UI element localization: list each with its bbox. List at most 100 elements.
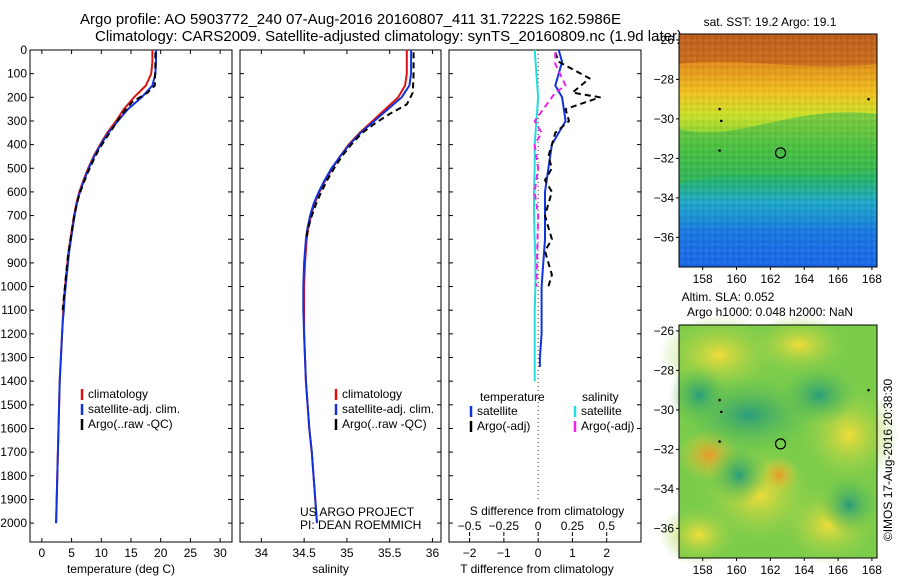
x-axis-label: T difference from climatology xyxy=(460,562,614,576)
x-tick-label: 20 xyxy=(154,546,168,560)
y-tick-label: 100 xyxy=(7,67,27,81)
y-tick-label: 600 xyxy=(7,185,27,199)
legend-header-temperature: temperature xyxy=(480,390,545,404)
sla-map: 158 160 162 164 166 168 −26 −28 −30 −32 −34 −36 Alti… xyxy=(654,290,899,577)
legend-header-salinity: salinity xyxy=(582,390,619,404)
x-axis-label: temperature (deg C) xyxy=(67,562,175,576)
y-tick-label: 1400 xyxy=(0,374,27,388)
sst-map: 158 160 162 164 166 168 −26 −28 −30 −32 −34 −36 sat.… xyxy=(654,15,883,286)
salinity-profile-panel: 34 34.5 35 35.5 36 salinity climatologysatelli… xyxy=(239,49,442,576)
lat-tick-label: −34 xyxy=(654,191,675,205)
series-line-t-satellite xyxy=(538,49,567,367)
y-tick-label: 1100 xyxy=(1,303,27,317)
page-title-line-2: Climatology: CARS2009. Satellite-adjuste… xyxy=(95,28,682,45)
lon-tick-label: 162 xyxy=(760,272,780,286)
x-tick-label: 35 xyxy=(340,546,354,560)
lat-tick-label: −36 xyxy=(654,230,675,244)
sla-anomaly-teal xyxy=(669,365,729,425)
y-tick-label: 900 xyxy=(7,256,27,270)
lon-tick-label: 160 xyxy=(727,563,747,577)
series-line-satellite-adj-clim- xyxy=(302,50,413,524)
x-tick-label: 0 xyxy=(39,546,46,560)
lon-tick-label: 164 xyxy=(794,563,814,577)
nearby-float-dot xyxy=(720,119,723,123)
lat-tick-label: −30 xyxy=(654,112,675,126)
x-tick-label: 25 xyxy=(184,546,198,560)
y-tick-label: 500 xyxy=(7,161,27,175)
difference-profile-panel: −2 −1 0 1 2 T difference from climatology −0.5… xyxy=(448,49,642,576)
y-tick-label: 1700 xyxy=(0,445,27,459)
nearby-float-dot xyxy=(718,107,721,111)
x-tick-label: 15 xyxy=(124,546,138,560)
x-axis-label: salinity xyxy=(312,562,349,576)
map-title-line2: Argo h1000: 0.048 h2000: NaN xyxy=(687,305,853,319)
lat-tick-label: −28 xyxy=(654,72,675,86)
lon-tick-label: 168 xyxy=(862,272,882,286)
x-tick-label: 34 xyxy=(255,546,269,560)
lat-tick-label: −34 xyxy=(654,482,675,496)
lon-tick-label: 160 xyxy=(727,272,747,286)
legend-label: Argo(-adj) xyxy=(477,419,530,433)
lon-tick-label: 158 xyxy=(693,272,713,286)
lat-tick-label: −28 xyxy=(654,363,675,377)
x-top-tick-label: −0.25 xyxy=(489,519,520,533)
y-tick-label: 400 xyxy=(7,138,27,152)
y-tick-label: 700 xyxy=(7,209,27,223)
nearby-float-dot xyxy=(718,149,721,152)
y-tick-label: 300 xyxy=(7,114,27,128)
lat-tick-label: −36 xyxy=(654,521,675,535)
x-tick-label: 34.5 xyxy=(292,546,316,560)
x-top-axis-label: S difference from climatology xyxy=(470,504,625,518)
profile-location-marker xyxy=(774,147,787,159)
lon-tick-label: 166 xyxy=(828,272,848,286)
x-top-tick-label: 0 xyxy=(535,519,542,533)
lon-tick-label: 164 xyxy=(794,272,814,286)
map-frame xyxy=(678,33,878,268)
y-tick-label: 1900 xyxy=(0,492,27,506)
profile-location-marker xyxy=(774,438,787,450)
nearby-float-dot xyxy=(867,97,870,101)
nearby-float-dot xyxy=(720,410,723,414)
sst-texture xyxy=(679,34,877,267)
map-frame xyxy=(678,324,878,559)
y-tick-label: 0 xyxy=(20,43,27,57)
lat-tick-label: −30 xyxy=(654,403,675,417)
y-tick-label: 1000 xyxy=(0,280,27,294)
y-tick-label: 1800 xyxy=(0,469,27,483)
lat-tick-label: −32 xyxy=(654,442,675,456)
lon-tick-label: 166 xyxy=(828,563,848,577)
y-tick-label: 1600 xyxy=(0,421,27,435)
credit-text: ©IMOS 17-Aug-2016 20:38:30 xyxy=(881,379,895,542)
sla-anomaly-teal xyxy=(709,445,769,505)
legend-label: satellite xyxy=(477,404,518,418)
lon-tick-label: 162 xyxy=(760,563,780,577)
series-line-satellite-adj-clim- xyxy=(55,50,157,524)
series-line-argo-raw-qc- xyxy=(61,52,157,311)
y-tick-label: 1200 xyxy=(0,327,27,341)
legend-label: satellite xyxy=(581,404,622,418)
series-line-s-satellite xyxy=(533,49,540,382)
series-line-argo-raw-qc- xyxy=(304,52,415,240)
x-top-tick-label: 0.25 xyxy=(561,519,585,533)
nearby-float-dot xyxy=(718,398,721,402)
sla-anomaly-orange xyxy=(759,457,799,493)
lat-tick-label: −26 xyxy=(654,324,675,338)
nearby-float-dot xyxy=(867,388,870,392)
y-tick-label: 1500 xyxy=(0,398,27,412)
x-tick-label: −1 xyxy=(497,546,511,560)
x-tick-label: 0 xyxy=(535,546,542,560)
lat-tick-label: −26 xyxy=(654,33,675,47)
map-title: sat. SST: 19.2 Argo: 19.1 xyxy=(704,15,837,29)
legend-label: Argo(-adj) xyxy=(581,419,634,433)
x-tick-label: 10 xyxy=(95,546,109,560)
legend-label: satellite-adj. clim. xyxy=(342,402,434,416)
y-tick-label: 200 xyxy=(7,90,27,104)
plot-frame xyxy=(29,49,233,543)
plot-frame xyxy=(448,49,642,543)
x-tick-label: 36 xyxy=(426,546,440,560)
lon-tick-label: 168 xyxy=(862,563,882,577)
y-tick-label: 800 xyxy=(7,232,27,246)
temperature-profile-panel: 0100200300400500600700800900100011001200… xyxy=(0,43,233,576)
x-tick-label: 35.5 xyxy=(378,546,402,560)
